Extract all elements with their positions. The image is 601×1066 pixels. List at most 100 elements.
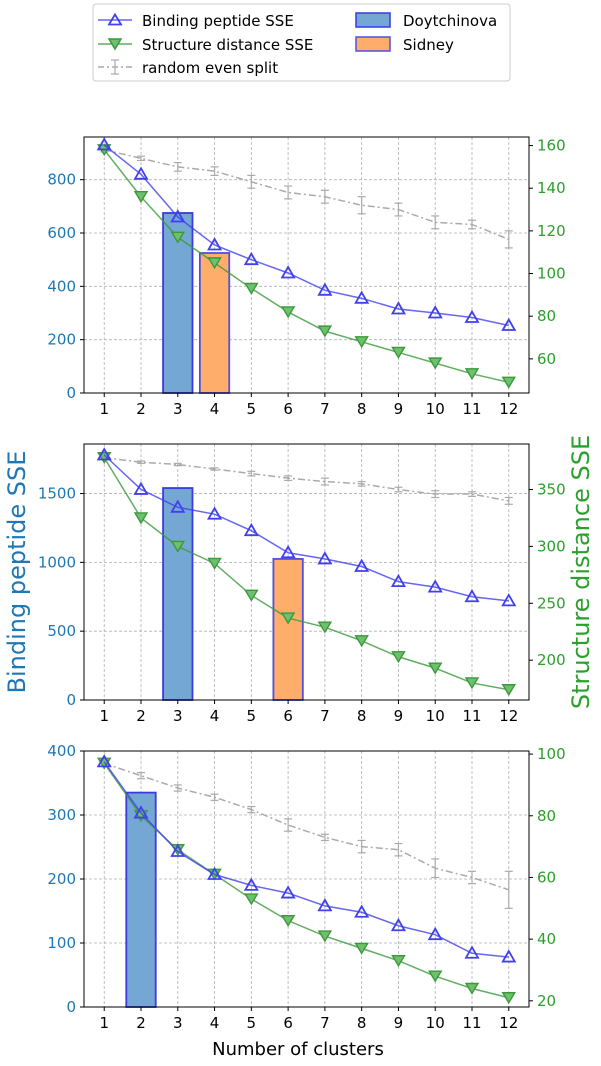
legend-frame bbox=[92, 3, 511, 82]
panel-1-structure-point bbox=[133, 191, 149, 204]
panel-1-axes-frame bbox=[83, 136, 530, 394]
panel-1-x-tick-label: 9 bbox=[394, 400, 404, 418]
panel-1-random-errorbar bbox=[394, 202, 403, 217]
panel-1-random-line bbox=[104, 149, 510, 241]
panel-3-binding-point bbox=[133, 805, 149, 819]
panel-2-y-left-tick-label: 1500 bbox=[38, 485, 76, 503]
panel-2-random-errorbar bbox=[210, 467, 219, 471]
y-axis-label-right: Structure distance SSE bbox=[567, 435, 595, 709]
panel-1-structure-point bbox=[207, 257, 222, 270]
panel-1-random-errorbar bbox=[137, 155, 146, 162]
panel-3-x-tick-label: 5 bbox=[247, 1014, 257, 1032]
panel-1-structure-point bbox=[170, 231, 186, 244]
panel-2-bar-sidney bbox=[272, 558, 304, 701]
panel-3-random-errorbar bbox=[467, 870, 476, 885]
panel-1-y-right-tick-label: 100 bbox=[537, 265, 566, 283]
panel-1-binding-point bbox=[207, 237, 223, 251]
panel-2-grid bbox=[84, 444, 529, 701]
panel-3-x-tick-label: 7 bbox=[320, 1014, 330, 1032]
panel-3-binding-point bbox=[390, 917, 406, 932]
panel-2-binding-point bbox=[464, 588, 480, 603]
panel-3-binding-point bbox=[317, 898, 333, 912]
panel-2-x-tick-label: 6 bbox=[283, 707, 293, 725]
panel-2-structure-point bbox=[354, 635, 369, 648]
panel-3-y-left-tick-label: 200 bbox=[47, 870, 76, 888]
legend-label-sidney: Sidney bbox=[403, 36, 454, 54]
panel-3-structure-point bbox=[427, 970, 443, 983]
panel-3-random-errorbar bbox=[394, 842, 403, 857]
legend-entry-binding: Binding peptide SSE bbox=[98, 12, 294, 30]
panel-1-binding-point bbox=[280, 265, 296, 279]
panel-1-structure-point bbox=[427, 357, 443, 370]
panel-1-y-right-tick-label: 120 bbox=[537, 222, 566, 240]
panel-1-y-left-tick-label: 400 bbox=[47, 277, 76, 295]
panel-2-x-tick-label: 1 bbox=[99, 707, 109, 725]
panel-3-series-structure bbox=[96, 757, 517, 1005]
panel-2-random-errorbar bbox=[504, 496, 513, 505]
panel-3-bar-doytchinova bbox=[125, 791, 157, 1008]
panel-3-y-left-tick-label: 0 bbox=[66, 998, 76, 1016]
panel-3-random-line bbox=[103, 762, 510, 891]
panel-2-x-tick-label: 4 bbox=[210, 707, 220, 725]
panel-3-series-random bbox=[100, 759, 513, 909]
panel-1-random-errorbar bbox=[431, 215, 440, 230]
panel-3-y-right-tick-label: 40 bbox=[537, 930, 556, 948]
panel-3-x-tick-label: 2 bbox=[136, 1014, 146, 1032]
panel-2-x-tick-label: 2 bbox=[136, 707, 146, 725]
panel-2-structure-point bbox=[244, 589, 259, 602]
panel-1-structure-point bbox=[244, 282, 259, 295]
panel-2-random-errorbar bbox=[173, 462, 182, 467]
panel-2-binding-point bbox=[501, 593, 517, 607]
panel-1-binding-point bbox=[133, 166, 149, 180]
panel-1-series-structure bbox=[96, 144, 517, 389]
panel-1-structure-point bbox=[391, 346, 406, 359]
panel-3-binding-point bbox=[207, 866, 223, 880]
panel-3-x-tick-label: 6 bbox=[283, 1014, 293, 1032]
panel-2-y-left-tick-label: 500 bbox=[47, 622, 76, 640]
panel-2-random-errorbar bbox=[394, 486, 403, 493]
panel-3-binding-point bbox=[427, 926, 443, 941]
panel-2-binding-point bbox=[354, 558, 370, 572]
panel-1-structure-line bbox=[103, 149, 509, 384]
legend-label-random: random even split bbox=[142, 59, 278, 77]
panel-3-random-errorbar bbox=[504, 870, 513, 909]
panel-3-series-binding bbox=[96, 754, 517, 963]
panel-1-binding-point bbox=[464, 309, 480, 323]
panel-2-y-right-tick-label: 200 bbox=[537, 651, 566, 669]
panel-2-structure-point bbox=[317, 621, 333, 634]
panel-3-structure-point bbox=[317, 930, 333, 943]
panel-2-bar-doytchinova bbox=[162, 487, 194, 701]
panel-2-binding-point bbox=[390, 573, 406, 588]
panel-2-binding-point bbox=[207, 506, 223, 520]
panel-1-y-left-tick-label: 0 bbox=[66, 384, 76, 402]
legend-entry-doytchinova: Doytchinova bbox=[355, 12, 497, 30]
panel-1-x-tick-label: 3 bbox=[173, 400, 183, 418]
panel-3-x-tick-label: 8 bbox=[357, 1014, 367, 1032]
panel-3-random-errorbar bbox=[173, 784, 182, 792]
panel-2-binding-line bbox=[103, 454, 509, 602]
panel-1-x-tick-label: 7 bbox=[320, 400, 330, 418]
panel-3-structure-point bbox=[391, 955, 406, 968]
panel-1-binding-line bbox=[103, 144, 509, 327]
panel-2-random-errorbar bbox=[320, 477, 329, 486]
panel-2-random-errorbar bbox=[137, 460, 146, 464]
panel-1-y-right-tick-label: 60 bbox=[537, 350, 556, 368]
panel-2-random-errorbar bbox=[431, 490, 440, 499]
panel-3-x-tick-label: 9 bbox=[394, 1014, 404, 1032]
panel-1-binding-point bbox=[501, 317, 517, 331]
legend-label-doytchinova: Doytchinova bbox=[403, 12, 497, 30]
panel-2-random-errorbar bbox=[467, 491, 476, 497]
panel-2-series-structure bbox=[96, 451, 517, 697]
panel-2-binding-point bbox=[427, 579, 443, 593]
panel-1-x-tick-label: 2 bbox=[136, 400, 146, 418]
panel-2-x-tick-label: 8 bbox=[357, 707, 367, 725]
panel-3-binding-point bbox=[243, 877, 259, 891]
panel-2-binding-point bbox=[170, 499, 186, 513]
panel-2-x-tick-label: 10 bbox=[426, 707, 445, 725]
panel-2-axes-frame bbox=[83, 443, 530, 701]
panel-2-binding-point bbox=[96, 447, 112, 461]
panel-1-random-errorbar bbox=[320, 189, 329, 204]
panel-1-random-errorbar bbox=[173, 162, 182, 172]
